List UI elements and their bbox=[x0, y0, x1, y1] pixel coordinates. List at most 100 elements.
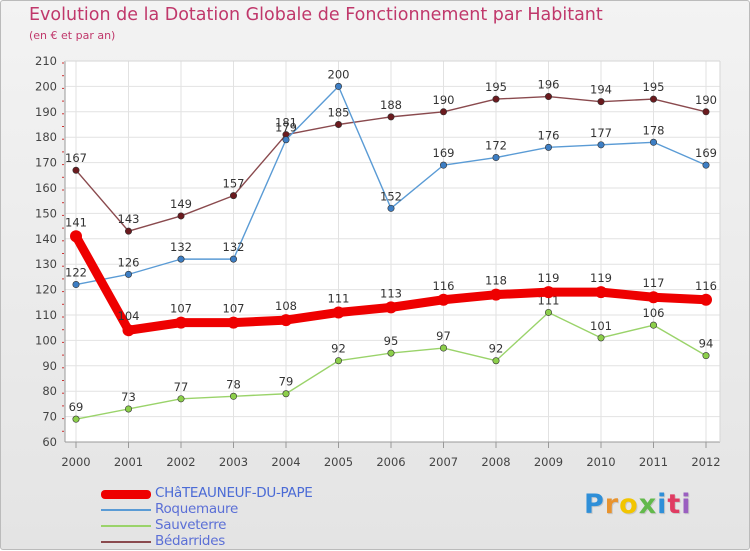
data-label-b-darrides: 190 bbox=[695, 93, 717, 107]
data-label-b-darrides: 167 bbox=[65, 151, 87, 165]
data-point-sauveterre bbox=[177, 395, 185, 403]
data-point-b-darrides bbox=[177, 212, 185, 220]
data-label-ch-teauneuf-du-pape: 113 bbox=[380, 286, 402, 300]
data-point-ch-teauneuf-du-pape bbox=[647, 291, 660, 304]
y-tick-label: 170 bbox=[35, 156, 57, 170]
data-label-sauveterre: 78 bbox=[226, 377, 241, 391]
data-label-roquemaure: 200 bbox=[328, 67, 350, 81]
legend-item-sauveterre: Sauveterre bbox=[101, 517, 361, 534]
data-point-b-darrides bbox=[544, 93, 552, 101]
logo-letter: x bbox=[638, 489, 658, 520]
data-point-ch-teauneuf-du-pape bbox=[700, 293, 712, 306]
data-label-ch-teauneuf-du-pape: 116 bbox=[433, 279, 455, 293]
data-point-ch-teauneuf-du-pape bbox=[70, 230, 82, 243]
data-label-sauveterre: 92 bbox=[331, 342, 346, 356]
y-tick-label: 140 bbox=[35, 232, 57, 246]
data-point-ch-teauneuf-du-pape bbox=[542, 286, 555, 299]
data-point-ch-teauneuf-du-pape bbox=[227, 316, 240, 329]
data-label-ch-teauneuf-du-pape: 107 bbox=[223, 302, 245, 316]
data-label-sauveterre: 111 bbox=[538, 293, 560, 307]
legend-item-b-darrides: Bédarrides bbox=[101, 533, 361, 550]
logo-letter: t bbox=[667, 489, 682, 520]
legend-item-ch-teauneuf-du-pape: CHâTEAUNEUF-DU-PAPE bbox=[101, 485, 361, 502]
data-label-roquemaure: 132 bbox=[223, 240, 245, 254]
data-label-b-darrides: 195 bbox=[485, 80, 507, 94]
data-point-sauveterre bbox=[492, 357, 500, 365]
data-point-sauveterre bbox=[387, 349, 395, 357]
data-label-b-darrides: 194 bbox=[590, 83, 612, 97]
data-label-b-darrides: 181 bbox=[275, 116, 297, 130]
y-tick-label: 60 bbox=[42, 435, 57, 449]
data-label-ch-teauneuf-du-pape: 108 bbox=[275, 299, 297, 313]
data-label-sauveterre: 79 bbox=[279, 375, 294, 389]
data-label-b-darrides: 143 bbox=[118, 212, 140, 226]
data-label-sauveterre: 94 bbox=[699, 337, 714, 351]
data-point-sauveterre bbox=[230, 392, 238, 400]
data-point-roquemaure bbox=[387, 204, 395, 212]
data-point-sauveterre bbox=[334, 357, 342, 365]
data-label-roquemaure: 126 bbox=[118, 255, 140, 269]
logo-letter: r bbox=[604, 489, 620, 520]
data-point-sauveterre bbox=[72, 415, 80, 423]
data-point-roquemaure bbox=[492, 154, 500, 162]
data-label-roquemaure: 122 bbox=[65, 266, 87, 280]
data-label-b-darrides: 149 bbox=[170, 197, 192, 211]
data-point-roquemaure bbox=[649, 138, 657, 146]
data-label-roquemaure: 152 bbox=[380, 189, 402, 203]
y-tick-label: 160 bbox=[35, 181, 57, 195]
data-point-roquemaure bbox=[597, 141, 605, 149]
data-point-sauveterre bbox=[649, 321, 657, 329]
data-point-roquemaure bbox=[282, 136, 290, 144]
data-point-roquemaure bbox=[230, 255, 238, 263]
data-point-b-darrides bbox=[334, 121, 342, 129]
data-point-roquemaure bbox=[439, 161, 447, 169]
data-point-roquemaure bbox=[334, 82, 342, 90]
data-label-sauveterre: 69 bbox=[69, 400, 84, 414]
y-tick-label: 80 bbox=[42, 384, 57, 398]
data-label-ch-teauneuf-du-pape: 119 bbox=[590, 271, 612, 285]
proxiti-logo: Proxiti bbox=[584, 489, 692, 520]
data-point-ch-teauneuf-du-pape bbox=[437, 293, 450, 306]
x-tick-label: 2002 bbox=[166, 455, 195, 469]
data-label-sauveterre: 106 bbox=[643, 306, 665, 320]
data-point-roquemaure bbox=[72, 281, 80, 289]
data-point-roquemaure bbox=[544, 143, 552, 151]
y-tick-label: 110 bbox=[35, 308, 57, 322]
data-label-roquemaure: 177 bbox=[590, 126, 612, 140]
x-tick-label: 2010 bbox=[586, 455, 615, 469]
data-point-b-darrides bbox=[597, 98, 605, 106]
y-tick-label: 200 bbox=[35, 79, 57, 93]
data-label-ch-teauneuf-du-pape: 141 bbox=[65, 215, 87, 229]
y-tick-label: 180 bbox=[35, 130, 57, 144]
data-label-b-darrides: 157 bbox=[223, 177, 245, 191]
legend-swatch-roquemaure bbox=[101, 509, 151, 511]
y-tick-label: 120 bbox=[35, 283, 57, 297]
data-label-b-darrides: 185 bbox=[328, 106, 350, 120]
legend-label: CHâTEAUNEUF-DU-PAPE bbox=[155, 485, 313, 501]
data-label-sauveterre: 73 bbox=[121, 390, 136, 404]
data-point-ch-teauneuf-du-pape bbox=[332, 306, 345, 319]
legend: CHâTEAUNEUF-DU-PAPE Roquemaure Sauveterre B… bbox=[101, 485, 361, 550]
data-point-b-darrides bbox=[439, 108, 447, 116]
chart-title: Evolution de la Dotation Globale de Fonc… bbox=[29, 5, 603, 25]
data-label-ch-teauneuf-du-pape: 116 bbox=[695, 279, 717, 293]
data-label-roquemaure: 169 bbox=[695, 146, 717, 160]
data-label-ch-teauneuf-du-pape: 117 bbox=[643, 276, 665, 290]
x-tick-label: 2008 bbox=[481, 455, 510, 469]
data-point-sauveterre bbox=[439, 344, 447, 352]
data-label-ch-teauneuf-du-pape: 118 bbox=[485, 274, 507, 288]
legend-swatch-ch-teauneuf-du-pape bbox=[101, 490, 151, 499]
data-point-ch-teauneuf-du-pape bbox=[175, 316, 187, 329]
data-point-b-darrides bbox=[72, 166, 80, 174]
y-tick-label: 190 bbox=[35, 105, 57, 119]
y-tick-label: 100 bbox=[35, 333, 57, 347]
logo-letter: i bbox=[657, 489, 668, 520]
x-tick-label: 2011 bbox=[639, 455, 668, 469]
data-label-sauveterre: 77 bbox=[174, 380, 189, 394]
y-tick-label: 150 bbox=[35, 206, 57, 220]
data-point-sauveterre bbox=[597, 334, 605, 342]
logo-letter: P bbox=[584, 489, 605, 520]
x-tick-label: 2012 bbox=[691, 455, 720, 469]
